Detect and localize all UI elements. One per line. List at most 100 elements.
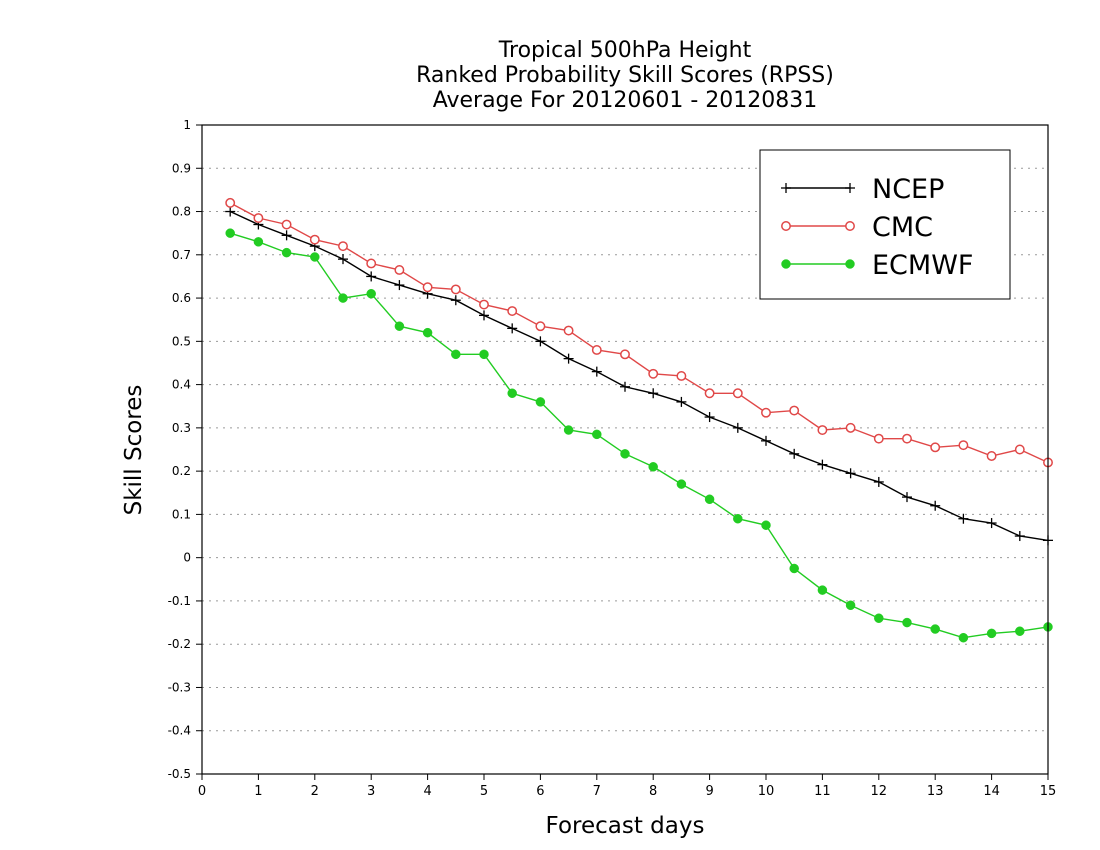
data-point-ncep xyxy=(817,459,828,470)
data-point-ecmwf xyxy=(366,288,376,299)
data-point-ncep xyxy=(394,280,405,291)
legend-marker-ncep xyxy=(781,183,791,193)
data-point-ecmwf xyxy=(704,494,715,505)
chart-title-line-1: Tropical 500hPa Height xyxy=(498,38,752,63)
data-point-ecmwf xyxy=(592,429,602,440)
y-tick-label: 0.5 xyxy=(172,334,191,348)
data-point-cmc xyxy=(591,345,602,355)
data-point-ecmwf xyxy=(422,327,433,338)
chart-title-line-3: Average For 20120601 - 20120831 xyxy=(432,88,818,113)
series-line-ncep xyxy=(229,210,1049,542)
y-tick-label: -0.4 xyxy=(168,724,191,738)
data-point-ncep xyxy=(930,500,941,511)
y-tick-label: 0.2 xyxy=(172,464,191,478)
data-point-ecmwf xyxy=(986,628,997,639)
legend-entry-ncep: NCEP xyxy=(781,174,944,205)
data-point-cmc xyxy=(704,388,715,399)
data-point-ecmwf xyxy=(817,585,828,595)
y-tick-label: -0.3 xyxy=(168,680,191,694)
data-point-ecmwf xyxy=(648,462,658,472)
data-point-ncep xyxy=(620,381,630,392)
data-point-ecmwf xyxy=(845,600,856,611)
data-point-ncep xyxy=(732,422,743,433)
data-point-cmc xyxy=(394,264,405,275)
legend-label-ecmwf: ECMWF xyxy=(872,250,973,281)
x-tick-label: 0 xyxy=(198,784,206,799)
y-tick-label: 0.8 xyxy=(172,205,191,219)
legend-label-ncep: NCEP xyxy=(872,174,944,205)
data-point-ecmwf xyxy=(902,617,912,628)
data-point-cmc xyxy=(732,388,743,399)
x-tick-label: 14 xyxy=(983,784,1000,799)
data-point-ecmwf xyxy=(620,449,630,459)
data-point-ncep xyxy=(338,254,348,265)
legend-marker-ncep xyxy=(845,183,855,193)
series-group xyxy=(225,197,1053,643)
x-tick-label: 1 xyxy=(254,784,262,799)
data-point-ecmwf xyxy=(451,349,461,360)
data-point-ecmwf xyxy=(676,479,687,489)
data-point-ecmwf xyxy=(310,252,320,262)
legend-marker-cmc xyxy=(781,221,791,231)
x-tick-label: 9 xyxy=(705,784,713,799)
data-point-ncep xyxy=(366,271,377,282)
y-tick-label: -0.2 xyxy=(168,637,191,651)
data-point-cmc xyxy=(1014,444,1025,455)
data-point-ncep xyxy=(450,295,461,306)
y-tick-label: -0.1 xyxy=(168,594,191,608)
axes: -0.5 -0.4 -0.3 -0.2 -0.1 0 0.1 0.2 0.3 0.4 0.5 0.6 0… xyxy=(168,118,1057,799)
data-point-cmc xyxy=(422,282,433,293)
data-point-ncep xyxy=(845,468,856,479)
data-point-cmc xyxy=(535,321,546,332)
data-point-ncep xyxy=(958,513,969,524)
data-point-cmc xyxy=(620,349,630,360)
data-point-ecmwf xyxy=(253,237,264,247)
data-point-ncep xyxy=(563,353,574,364)
x-tick-label: 6 xyxy=(536,784,544,799)
y-tick-label: 0.1 xyxy=(172,507,191,521)
x-tick-label: 8 xyxy=(649,784,657,799)
data-point-ncep xyxy=(648,388,659,399)
series-cmc xyxy=(225,197,1053,468)
data-point-cmc xyxy=(281,219,292,230)
series-ncep xyxy=(225,206,1053,546)
y-axis-label: Skill Scores xyxy=(121,385,147,516)
data-point-cmc xyxy=(761,407,771,418)
y-tick-label: 0.4 xyxy=(172,378,191,392)
x-tick-label: 4 xyxy=(423,784,431,799)
data-point-cmc xyxy=(902,433,912,444)
x-tick-label: 13 xyxy=(927,784,944,799)
chart-title: Tropical 500hPa Height Ranked Probabilit… xyxy=(202,38,1048,113)
legend-label-cmc: CMC xyxy=(872,212,933,243)
y-tick-label: 0.7 xyxy=(172,248,191,262)
data-point-cmc xyxy=(845,422,856,433)
data-point-ncep xyxy=(591,366,602,377)
legend-marker-cmc xyxy=(845,221,855,231)
data-point-ecmwf xyxy=(507,388,517,399)
data-point-ecmwf xyxy=(930,624,940,634)
data-point-cmc xyxy=(253,213,264,223)
data-point-cmc xyxy=(450,284,461,295)
data-point-ecmwf xyxy=(479,349,489,360)
data-point-cmc xyxy=(366,258,377,269)
data-point-ecmwf xyxy=(761,520,771,530)
y-tick-label: 0 xyxy=(183,551,191,565)
data-point-ncep xyxy=(902,492,912,503)
data-point-ncep xyxy=(761,435,771,446)
data-point-ecmwf xyxy=(789,563,799,574)
y-tick-label: 0.9 xyxy=(172,161,191,175)
data-point-ncep xyxy=(873,476,884,487)
x-tick-label: 3 xyxy=(367,784,375,799)
data-point-ncep xyxy=(1014,531,1025,542)
legend-marker-ecmwf xyxy=(781,259,791,269)
data-point-ncep xyxy=(507,323,518,334)
x-tick-label: 11 xyxy=(814,784,831,799)
data-point-ecmwf xyxy=(281,247,292,258)
data-point-ncep xyxy=(225,206,236,217)
data-point-ncep xyxy=(479,310,489,321)
data-point-ncep xyxy=(986,518,997,529)
data-point-cmc xyxy=(648,368,659,379)
legend-entry-cmc: CMC xyxy=(781,212,933,243)
legend: NCEP CMC ECMWF xyxy=(759,149,1011,300)
